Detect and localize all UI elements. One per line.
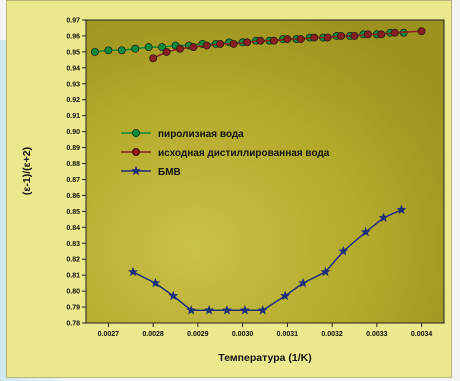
data-point (256, 36, 265, 45)
y-tick-label: 0.89 (66, 145, 80, 152)
y-tick-label: 0.83 (66, 241, 80, 248)
data-point (239, 305, 250, 315)
legend-label-3: БМВ (158, 167, 181, 178)
y-tick-label: 0.94 (66, 65, 80, 72)
data-point (104, 46, 113, 55)
data-point (149, 54, 158, 63)
legend-label-1: пиролизная вода (158, 129, 244, 140)
y-tick-label: 0.92 (66, 97, 80, 104)
data-point (323, 33, 332, 42)
series-3 (128, 204, 407, 315)
y-tick-label: 0.93 (66, 81, 80, 88)
data-point (296, 35, 305, 44)
data-point (390, 28, 399, 37)
y-tick-label: 0.90 (66, 129, 80, 136)
data-point (186, 305, 197, 315)
data-point (378, 212, 389, 222)
data-point (158, 43, 167, 52)
data-point (360, 226, 371, 237)
data-point (117, 46, 126, 55)
x-tick-label: 0.0029 (187, 331, 209, 338)
y-tick-label: 0.97 (66, 18, 80, 25)
x-tick-label: 0.0028 (142, 331, 164, 338)
data-point (229, 39, 238, 48)
x-tick-label: 0.0031 (277, 331, 299, 338)
data-point (283, 35, 292, 44)
data-point (131, 44, 140, 53)
legend-label-2: исходная дистиллированная вода (158, 148, 330, 159)
data-point (189, 43, 198, 52)
y-tick-label: 0.84 (66, 225, 80, 232)
legend-entry-2: исходная дистиллированная вода (121, 147, 330, 159)
data-point (377, 30, 386, 39)
data-point (270, 36, 278, 45)
legend: пиролизная вода исходная дистиллированна… (121, 128, 330, 178)
legend-marker-1 (131, 128, 140, 137)
x-tick-label: 0.0030 (232, 331, 254, 338)
data-point (310, 33, 319, 42)
data-point (176, 44, 184, 53)
data-point (350, 31, 359, 40)
x-tick-label: 0.0032 (321, 331, 343, 338)
y-tick-label: 0.95 (66, 49, 80, 56)
data-point (216, 39, 225, 48)
data-point (338, 246, 349, 256)
y-tick-label: 0.88 (66, 161, 80, 168)
y-tick-label: 0.86 (66, 193, 80, 200)
data-point (90, 47, 99, 56)
data-point (128, 266, 138, 277)
data-point (337, 31, 346, 40)
data-point (417, 27, 426, 36)
y-tick-label: 0.91 (66, 113, 80, 120)
legend-marker-2 (131, 147, 140, 156)
series-layer (90, 27, 426, 315)
series-2 (149, 27, 426, 63)
legend-entry-1: пиролизная вода (121, 128, 244, 140)
data-point (320, 266, 331, 277)
data-point (162, 47, 171, 56)
data-point (144, 43, 153, 52)
data-point (243, 38, 252, 47)
x-tick-label: 0.0027 (98, 331, 120, 338)
y-tick-label: 0.81 (66, 273, 80, 280)
data-point (280, 290, 291, 301)
x-axis-title: Температура (1/K) (218, 352, 311, 364)
data-point (202, 41, 211, 50)
data-point (396, 204, 407, 214)
y-tick-label: 0.87 (66, 177, 80, 184)
y-tick-label: 0.78 (66, 321, 80, 328)
x-tick-label: 0.0033 (366, 331, 388, 338)
legend-entry-3: БМВ (121, 165, 181, 178)
y-axis: 0.78 0.79 0.80 0.81 0.82 0.83 0.84 0.85 0.86 0.87… (66, 18, 86, 328)
data-point (363, 30, 372, 39)
data-point (298, 277, 308, 288)
y-tick-label: 0.80 (66, 289, 80, 296)
y-axis-title: (ε-1)/(ε+2) (21, 147, 33, 195)
x-axis: 0.0027 0.0028 0.0029 0.0030 0.0031 0.0032 0.00… (98, 323, 433, 338)
data-point (150, 277, 161, 288)
data-point (204, 305, 215, 315)
y-tick-label: 0.85 (66, 209, 80, 216)
data-point (168, 290, 179, 301)
x-tick-label: 0.0034 (411, 331, 433, 338)
y-tick-label: 0.79 (66, 305, 80, 312)
y-tick-label: 0.82 (66, 257, 80, 264)
data-point (222, 305, 232, 315)
y-tick-label: 0.96 (66, 33, 80, 40)
legend-marker-3 (131, 165, 141, 176)
data-point (257, 305, 268, 315)
